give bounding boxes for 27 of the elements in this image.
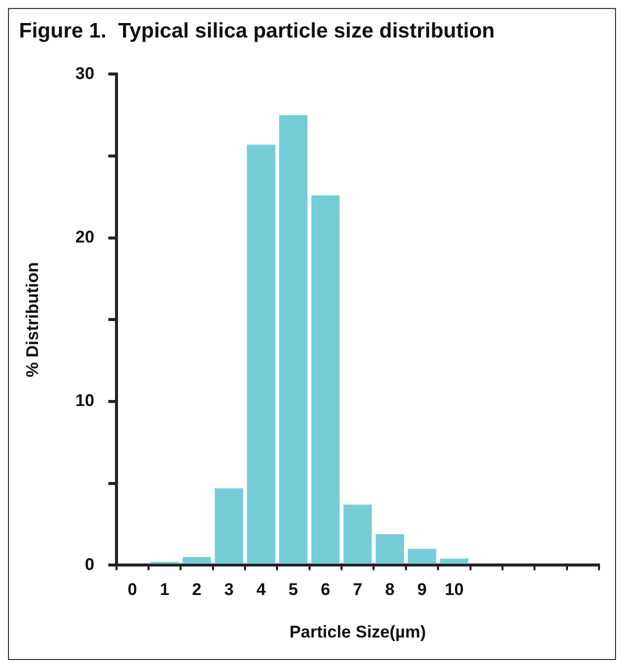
bar xyxy=(246,144,276,564)
x-tick-label: 10 xyxy=(444,580,464,600)
x-tick-label: 9 xyxy=(417,580,427,600)
bar xyxy=(376,534,404,564)
y-tick-label: 20 xyxy=(75,228,94,247)
x-tick-label: 7 xyxy=(352,580,362,600)
x-tick-label: 1 xyxy=(160,580,170,600)
x-tick-label: 2 xyxy=(192,580,202,600)
bar xyxy=(343,504,372,564)
bar xyxy=(440,558,468,564)
x-tick-label: 3 xyxy=(224,580,234,600)
x-tick-label: 0 xyxy=(128,580,138,600)
bar xyxy=(311,195,340,564)
bar xyxy=(214,488,244,564)
y-tick-label: 10 xyxy=(75,391,94,410)
x-tick-label: 5 xyxy=(288,580,298,600)
y-axis-title: % Distribution xyxy=(22,262,42,378)
y-tick-label: 0 xyxy=(84,554,94,574)
bar xyxy=(408,548,436,564)
x-tick-label: 4 xyxy=(256,580,266,600)
chart-title: Figure 1. Typical silica particle size distribution xyxy=(19,19,495,42)
x-tick-label: 8 xyxy=(385,580,395,600)
bar xyxy=(182,557,211,564)
x-axis-title: Particle Size(µm) xyxy=(289,622,426,642)
x-tick-label: 6 xyxy=(320,580,330,600)
y-tick-label: 30 xyxy=(75,64,94,83)
bar xyxy=(279,115,308,564)
